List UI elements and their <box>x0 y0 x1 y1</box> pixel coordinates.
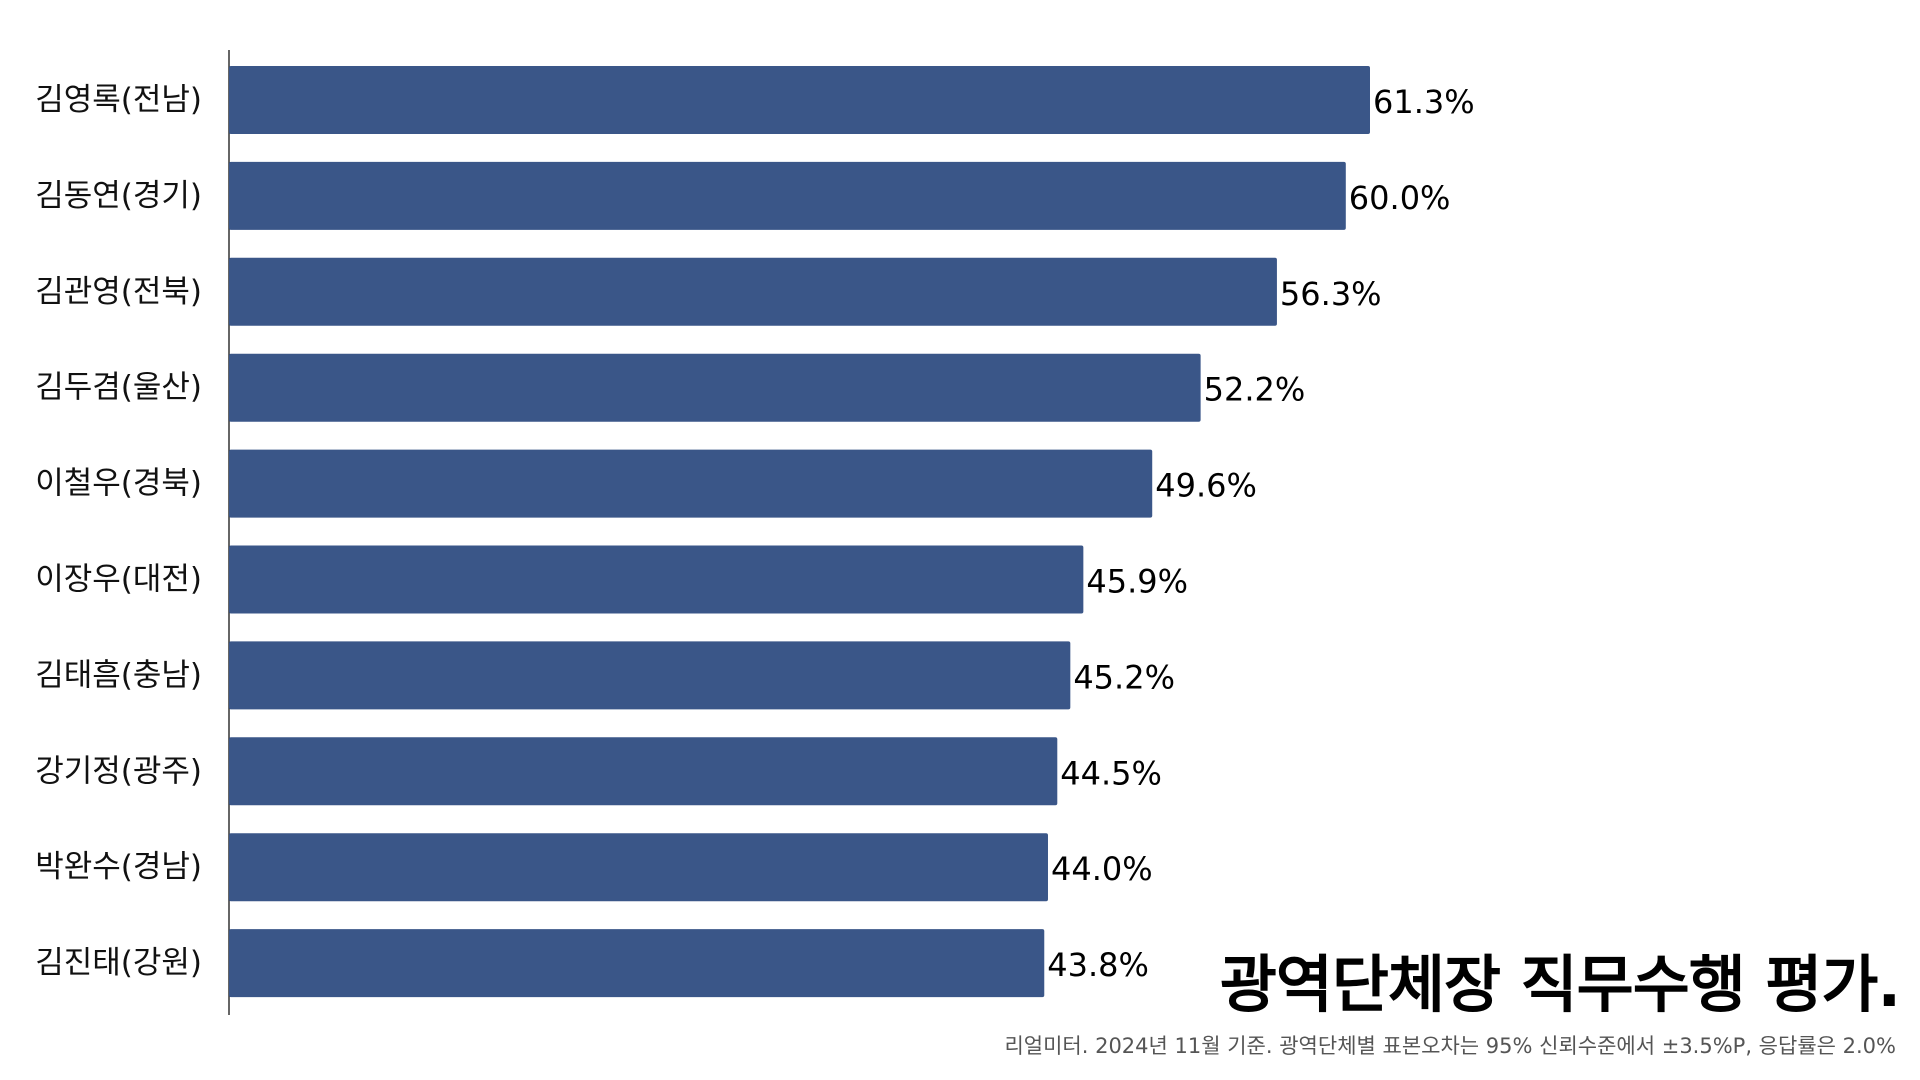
category-label: 이철우(경북) <box>35 466 202 502</box>
category-label: 김태흠(충남) <box>35 657 202 693</box>
category-label: 이장우(대전) <box>35 562 202 598</box>
category-label: 김진태(강원) <box>35 945 202 981</box>
value-label: 44.5% <box>1060 754 1162 792</box>
value-label: 44.0% <box>1051 850 1153 888</box>
value-label: 52.2% <box>1204 371 1306 409</box>
bar <box>229 833 1048 902</box>
value-label: 56.3% <box>1280 275 1382 313</box>
bar <box>229 161 1346 230</box>
bar <box>229 545 1084 614</box>
value-label: 60.0% <box>1349 179 1451 217</box>
category-label: 김영록(전남) <box>35 82 202 118</box>
value-label: 45.9% <box>1086 563 1188 601</box>
category-label: 김동연(경기) <box>35 178 202 214</box>
bar <box>229 449 1153 518</box>
value-label: 61.3% <box>1373 83 1475 121</box>
source-note: 리얼미터. 2024년 11월 기준. 광역단체별 표본오차는 95% 신뢰수준… <box>1004 1034 1896 1058</box>
bar <box>229 737 1058 806</box>
bar <box>229 641 1071 710</box>
bar <box>229 353 1201 422</box>
category-label: 김관영(전북) <box>35 274 202 310</box>
bar <box>229 66 1370 134</box>
category-label: 강기정(광주) <box>35 753 202 789</box>
category-labels: 김영록(전남) 김동연(경기) 김관영(전북) 김두겸(울산) 이철우(경북) 이장우(대… <box>35 82 202 981</box>
chart-title: 광역단체장 직무수행 평가. <box>1219 948 1901 1021</box>
value-label: 43.8% <box>1047 946 1149 984</box>
category-label: 김두겸(울산) <box>35 370 202 406</box>
value-labels: 61.3% 60.0% 56.3% 52.2% 49.6% 45.9% 45.2% 44.5%… <box>1047 83 1474 984</box>
category-label: 박완수(경남) <box>35 849 202 885</box>
value-label: 45.2% <box>1073 658 1175 696</box>
bar <box>229 929 1045 998</box>
bar <box>229 257 1277 326</box>
value-label: 49.6% <box>1155 467 1257 505</box>
bars-layer <box>229 66 1370 998</box>
